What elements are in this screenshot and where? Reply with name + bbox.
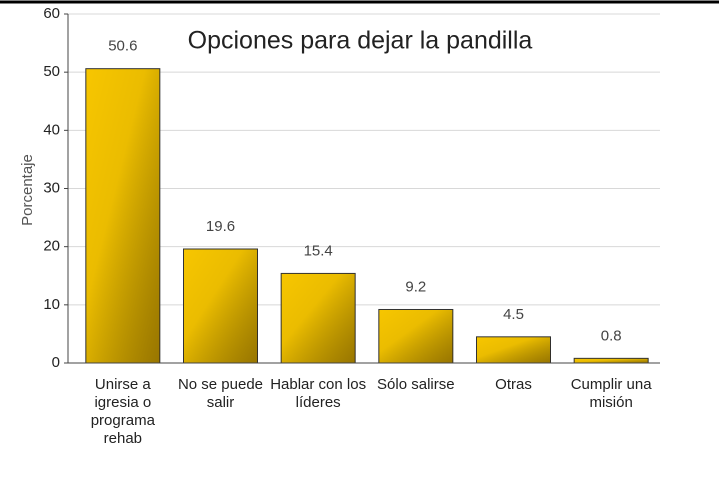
bar-shade: [378, 309, 453, 363]
y-tick-label: 10: [43, 296, 60, 313]
x-tick-label: Otras: [495, 376, 532, 393]
bar-shade: [183, 248, 258, 363]
x-tick-label: No se puede salir: [177, 376, 264, 411]
value-label: 19.6: [206, 218, 235, 235]
y-tick-label: 20: [43, 238, 60, 255]
bar-shade: [85, 68, 160, 363]
bar-shade: [281, 273, 356, 363]
chart-title: Opciones para dejar la pandilla: [188, 27, 533, 55]
y-tick-label: 0: [52, 354, 60, 371]
y-tick-label: 30: [43, 179, 60, 196]
x-tick-label: Cumplir una misión: [570, 376, 652, 411]
value-label: 15.4: [304, 242, 333, 259]
value-label: 4.5: [503, 306, 524, 323]
value-label: 9.2: [405, 278, 426, 295]
y-tick-label: 60: [43, 5, 60, 22]
x-tick-label: Unirse a igresia o programa rehab: [90, 376, 155, 447]
x-tick-label: Sólo salirse: [377, 376, 455, 393]
y-tick-label: 40: [43, 121, 60, 138]
y-axis-label: Porcentaje: [19, 154, 36, 226]
value-label: 50.6: [108, 38, 137, 55]
bar-shade: [574, 358, 649, 363]
x-tick-label: Hablar con los líderes: [270, 376, 367, 411]
y-tick-label: 50: [43, 63, 60, 80]
bar-shade: [476, 336, 551, 363]
value-label: 0.8: [601, 327, 622, 344]
